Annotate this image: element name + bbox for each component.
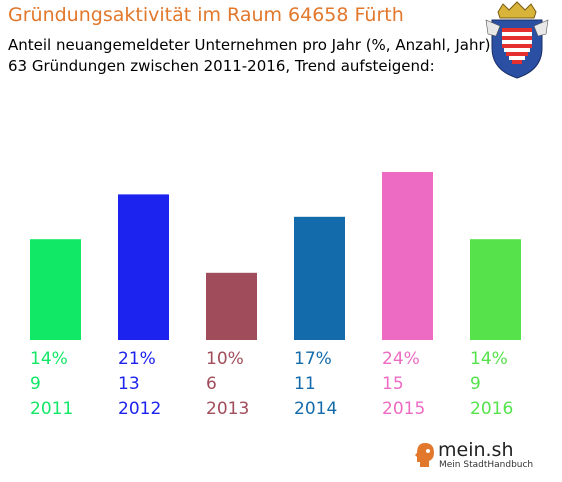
percent-label-2012: 21% bbox=[118, 349, 156, 369]
year-label-2016: 2016 bbox=[470, 399, 513, 419]
percent-label-2015: 24% bbox=[382, 349, 420, 369]
percent-label-2011: 14% bbox=[30, 349, 68, 369]
brand-logo: mein.sh Mein StadtHandbuch bbox=[414, 437, 534, 477]
page-title: Gründungsaktivität im Raum 64658 Fürth bbox=[8, 4, 404, 26]
brand-tagline: Mein StadtHandbuch bbox=[439, 460, 534, 470]
percent-label-2014: 17% bbox=[294, 349, 332, 369]
bar-2016 bbox=[470, 239, 521, 340]
count-label-2016: 9 bbox=[470, 374, 481, 394]
year-label-2013: 2013 bbox=[206, 399, 249, 419]
count-label-2012: 13 bbox=[118, 374, 140, 394]
count-label-2015: 15 bbox=[382, 374, 404, 394]
bar-2014 bbox=[294, 216, 345, 340]
bar-2015 bbox=[382, 172, 433, 340]
person-head-icon bbox=[415, 443, 434, 467]
chart-summary: 63 Gründungen zwischen 2011-2016, Trend … bbox=[8, 57, 435, 75]
bar-2011 bbox=[30, 239, 81, 340]
count-label-2013: 6 bbox=[206, 374, 217, 394]
percent-label-2013: 10% bbox=[206, 349, 244, 369]
hesse-coat-of-arms-icon bbox=[478, 0, 556, 80]
year-label-2012: 2012 bbox=[118, 399, 161, 419]
percent-label-2016: 14% bbox=[470, 349, 508, 369]
year-label-2011: 2011 bbox=[30, 399, 73, 419]
count-label-2011: 9 bbox=[30, 374, 41, 394]
chart-subtitle: Anteil neuangemeldeter Unternehmen pro J… bbox=[8, 36, 491, 54]
brand-name: mein.sh bbox=[438, 439, 514, 461]
count-label-2014: 11 bbox=[294, 374, 316, 394]
bar-2012 bbox=[118, 194, 169, 340]
year-label-2015: 2015 bbox=[382, 399, 425, 419]
year-label-2014: 2014 bbox=[294, 399, 337, 419]
bar-2013 bbox=[206, 272, 257, 340]
